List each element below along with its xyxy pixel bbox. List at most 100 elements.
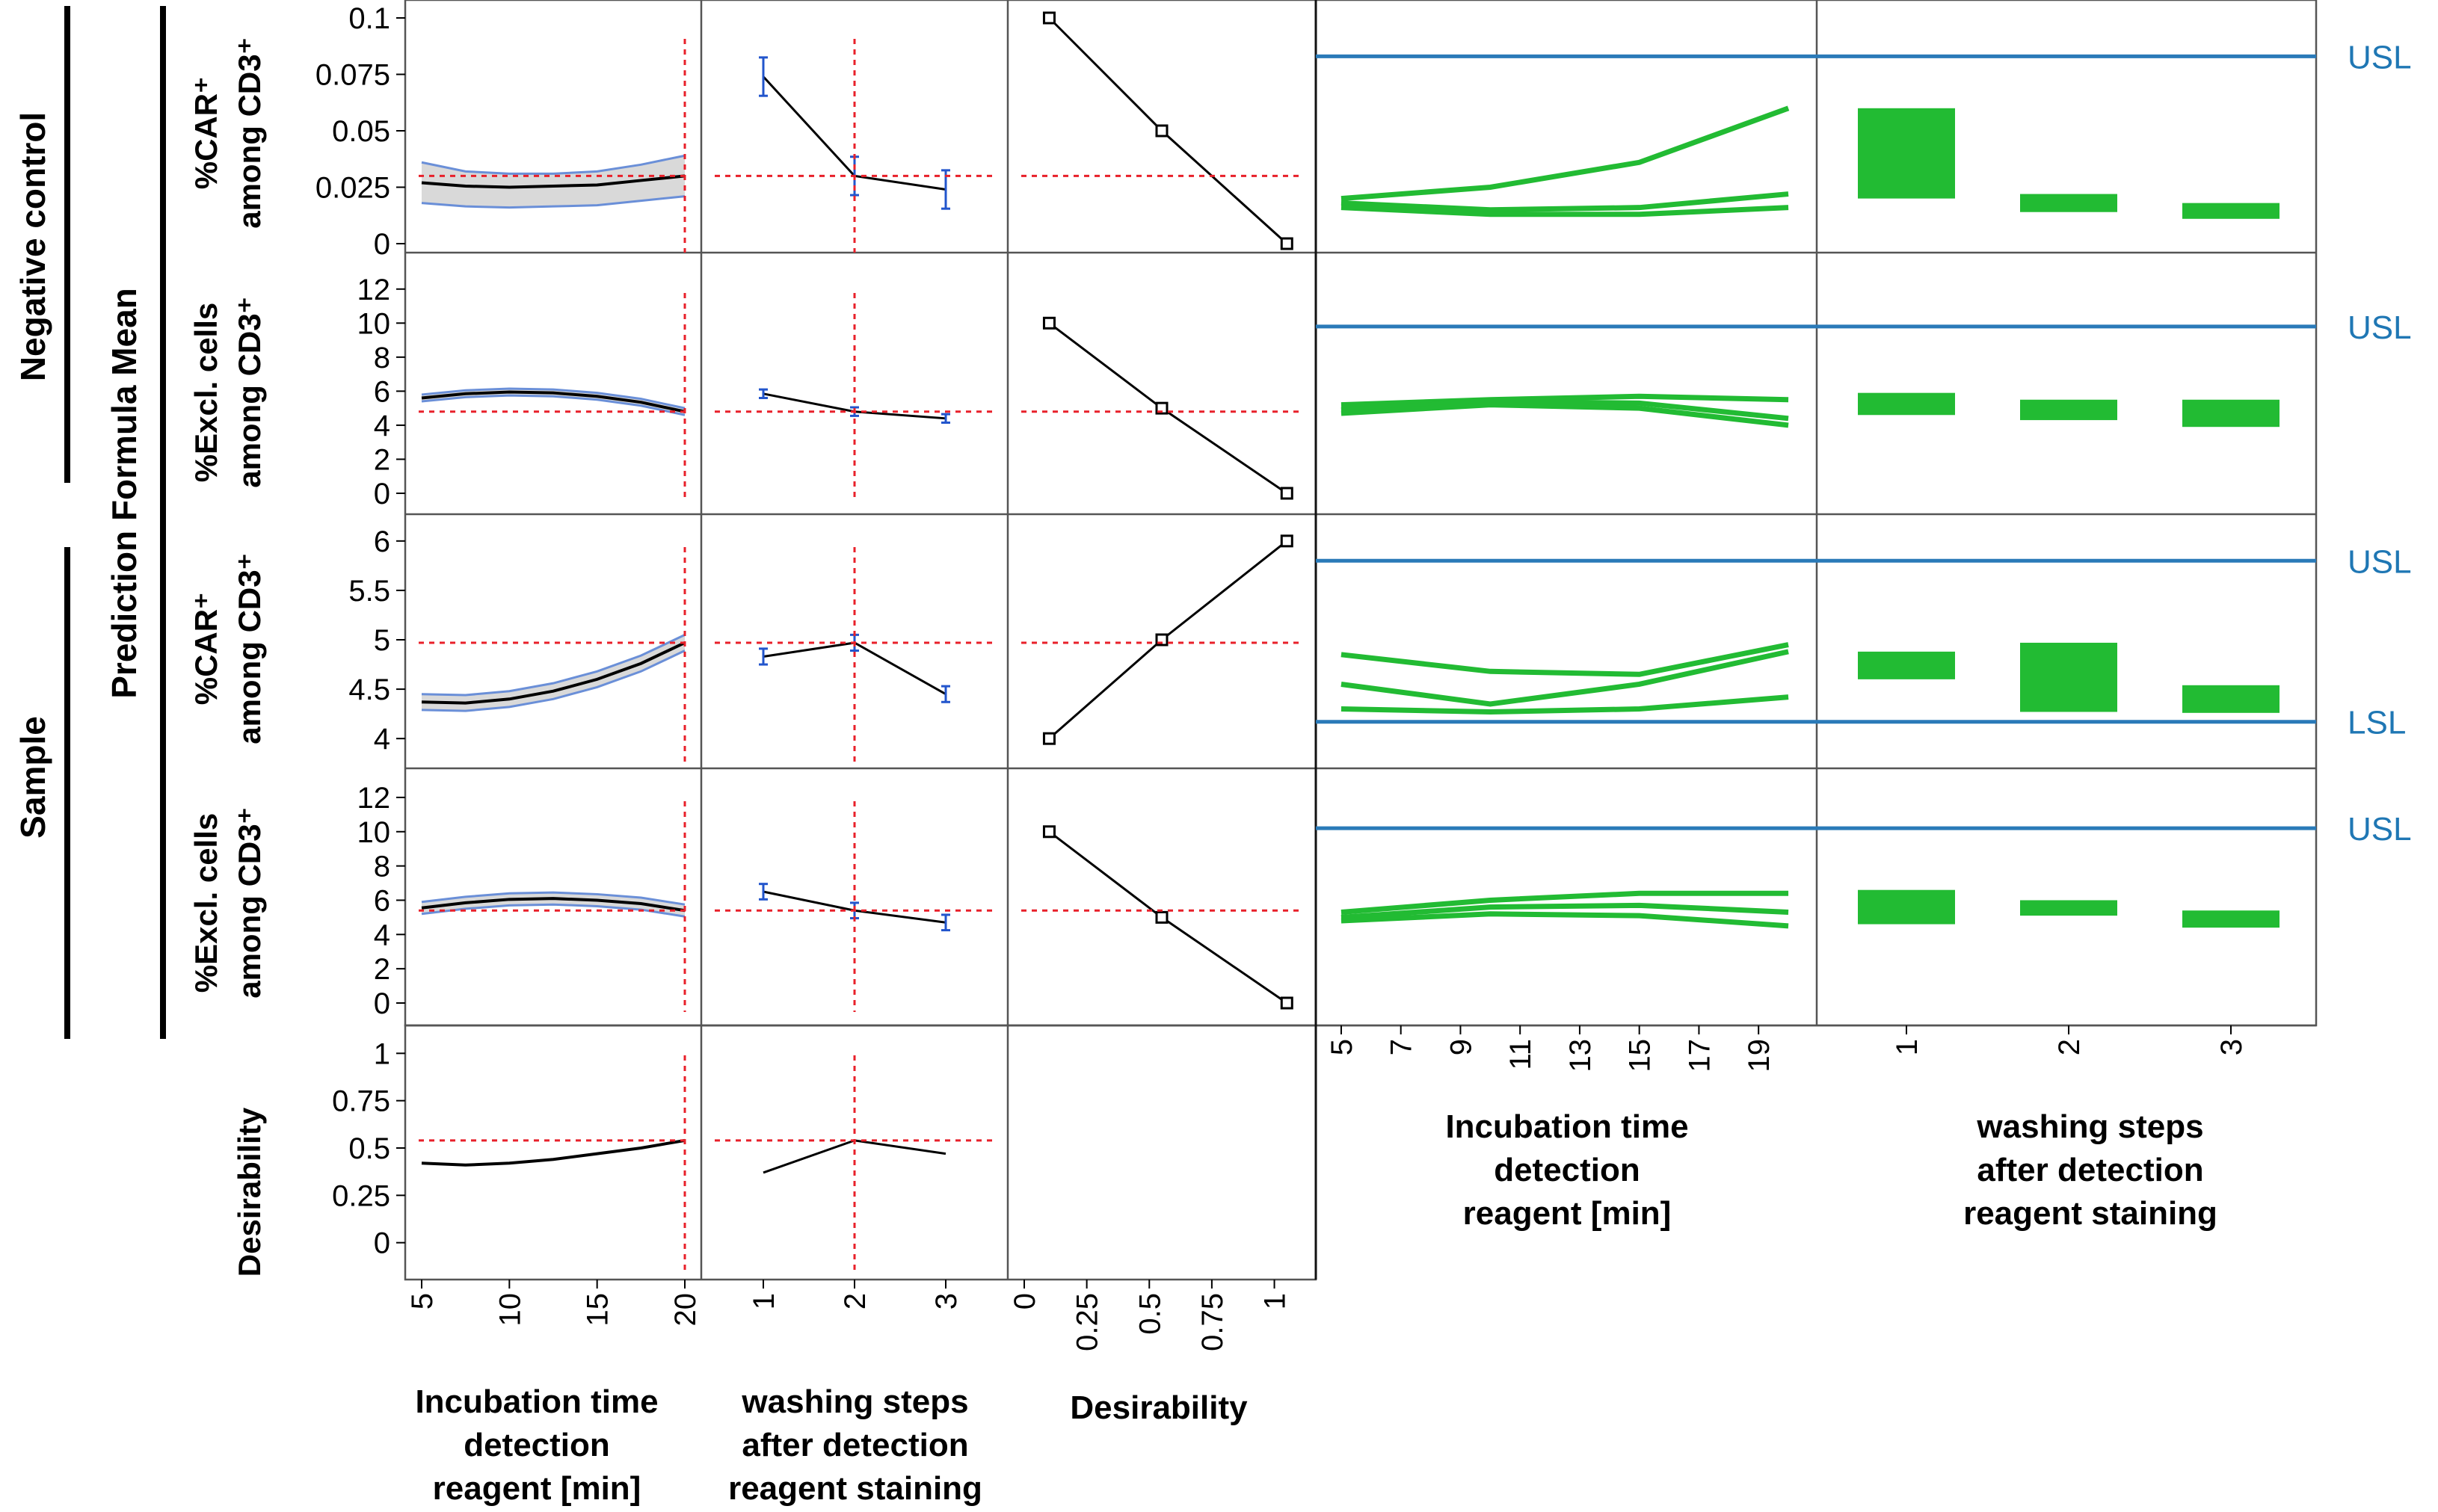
contour-line-r2-0 — [1340, 642, 1789, 677]
ytick-label-r3-6: 12 — [357, 782, 391, 815]
xtick-label-c2-1: 0.25 — [1071, 1293, 1104, 1351]
contour-xtick-label-3: 11 — [1504, 1039, 1537, 1070]
xtick-label-c1-0: 1 — [748, 1293, 781, 1309]
xtick-label-c2-0: 0 — [1009, 1293, 1041, 1309]
contour-factor2-label-l1: washing steps — [1976, 1108, 2203, 1145]
contour-band-r3-0 — [1858, 889, 1955, 925]
xtick-label-c2-4: 1 — [1259, 1293, 1292, 1309]
desirability-point-r0-1 — [1155, 124, 1169, 138]
ytick-label-r1-6: 12 — [357, 274, 391, 306]
usl-label-r0: USL — [2348, 39, 2412, 75]
contour-line-r2-1 — [1340, 649, 1789, 707]
response-label-3b: among CD3⁺ — [232, 553, 267, 744]
contour-band-r3-2 — [2182, 910, 2280, 928]
ytick-label-r4-2: 0.5 — [348, 1132, 390, 1165]
outer-frame — [404, 0, 2318, 1027]
factor2-label-l1: washing steps — [741, 1383, 968, 1420]
factor1-label-l2: detection — [464, 1427, 610, 1463]
ytick-label-r4-3: 0.75 — [332, 1085, 390, 1118]
contour-line-r1-1 — [1340, 398, 1789, 422]
contour-band-r0-2 — [2182, 203, 2280, 219]
contour-band-r3-1 — [2020, 900, 2117, 916]
ytick-label-r2-4: 6 — [374, 525, 390, 558]
ytick-label-r4-4: 1 — [374, 1037, 390, 1070]
response-label-1b: among CD3⁺ — [232, 37, 267, 229]
desirability-point-r1-2 — [1280, 487, 1293, 500]
chart-text: Negative control Sample Prediction Formu… — [13, 2, 2412, 1507]
contour-band-r0-0 — [1858, 108, 1955, 199]
xtick-label-c0-0: 5 — [406, 1293, 439, 1309]
contour-band-r0-1 — [2020, 194, 2117, 212]
ytick-label-r2-2: 5 — [374, 624, 390, 657]
desirability-point-r2-0 — [1042, 732, 1056, 745]
contour-xtick-label-5: 15 — [1624, 1039, 1657, 1073]
factor1-label-l3: reagent [min] — [433, 1470, 641, 1507]
factor2-label-l2: after detection — [742, 1427, 968, 1463]
contour-line-r0-2 — [1340, 205, 1789, 217]
ytick-label-r1-0: 0 — [374, 478, 390, 510]
usl-label-r1: USL — [2348, 309, 2412, 346]
chart-marks — [396, 11, 2316, 1289]
ytick-label-r3-2: 4 — [374, 919, 390, 951]
group-label-negative-control: Negative control — [13, 112, 52, 381]
contour-factor1-label-l3: reagent [min] — [1463, 1195, 1672, 1232]
contour-band-r2-0 — [1858, 651, 1955, 679]
contour-xtick-label-1: 7 — [1385, 1039, 1418, 1055]
ytick-label-r0-3: 0.075 — [315, 59, 390, 92]
incubation-curve-r0 — [421, 174, 686, 189]
ytick-label-r0-4: 0.1 — [348, 2, 390, 35]
contour-factor2-label-l3: reagent staining — [1963, 1195, 2217, 1232]
usl-label-r3: USL — [2348, 811, 2412, 848]
ytick-label-r3-0: 0 — [374, 987, 390, 1020]
contour-line-r2-2 — [1340, 694, 1789, 715]
contour-xtick-label-2: 9 — [1444, 1039, 1477, 1055]
xtick-label-c0-2: 15 — [582, 1293, 615, 1327]
contour-xtick-label-7: 19 — [1743, 1039, 1776, 1073]
ytick-label-r1-4: 8 — [374, 342, 390, 374]
ci-upper-r0 — [421, 154, 686, 175]
ytick-label-r3-5: 10 — [357, 816, 391, 849]
ci-upper-r2 — [421, 634, 686, 697]
response-label-1a: %CAR⁺ — [188, 77, 224, 190]
desirability-point-r2-2 — [1280, 534, 1293, 548]
ci-lower-r1 — [421, 394, 686, 416]
contour-line-r0-0 — [1340, 105, 1790, 202]
contour-band-r2-1 — [2020, 642, 2117, 712]
ytick-label-r3-4: 8 — [374, 851, 390, 883]
desirability-point-r1-0 — [1042, 316, 1056, 330]
response-label-4b: among CD3⁺ — [232, 807, 267, 999]
response-label-2a: %Excl. cells — [188, 303, 224, 483]
ytick-label-r2-3: 5.5 — [348, 575, 390, 608]
desirability-point-r3-0 — [1042, 825, 1056, 839]
response-label-2b: among CD3⁺ — [232, 297, 267, 488]
contour-band-r2-2 — [2182, 685, 2280, 713]
ytick-label-r4-1: 0.25 — [332, 1179, 390, 1212]
incubation-curve-r2 — [421, 641, 686, 705]
contour-factor1-label-l2: detection — [1494, 1152, 1640, 1188]
desirability-point-r3-2 — [1280, 996, 1293, 1010]
contour-xtick-label-4: 13 — [1564, 1039, 1597, 1073]
contour-line-r0-1 — [1340, 191, 1789, 213]
ytick-label-r0-2: 0.05 — [332, 115, 390, 148]
usl-label-r2: USL — [2348, 543, 2412, 580]
desirability-point-r0-2 — [1280, 237, 1293, 250]
contour-factor2-label-l2: after detection — [1977, 1152, 2203, 1188]
ci-lower-r2 — [421, 649, 686, 712]
panel-frames — [64, 0, 2318, 1281]
contour-line-r3-2 — [1340, 911, 1789, 929]
desirability-point-r0-0 — [1042, 11, 1056, 25]
prediction-formula-label: Prediction Formula Mean — [105, 288, 144, 699]
ytick-label-r3-3: 6 — [374, 884, 390, 917]
response-label-3a: %CAR⁺ — [188, 593, 224, 706]
contour-line-r3-0 — [1340, 890, 1789, 915]
contour-xtick-label-6: 17 — [1683, 1039, 1716, 1073]
contour-line-r3-1 — [1340, 902, 1789, 920]
ytick-label-r1-2: 4 — [374, 410, 390, 442]
ytick-label-r2-1: 4.5 — [348, 673, 390, 706]
contour-xtick-label-0: 5 — [1326, 1039, 1358, 1055]
contour-band-r1-2 — [2182, 399, 2280, 428]
desirability-point-r3-1 — [1155, 910, 1169, 924]
desirability-row-frame — [404, 1024, 1317, 1281]
contour-wtick-label-0: 1 — [1891, 1039, 1924, 1055]
